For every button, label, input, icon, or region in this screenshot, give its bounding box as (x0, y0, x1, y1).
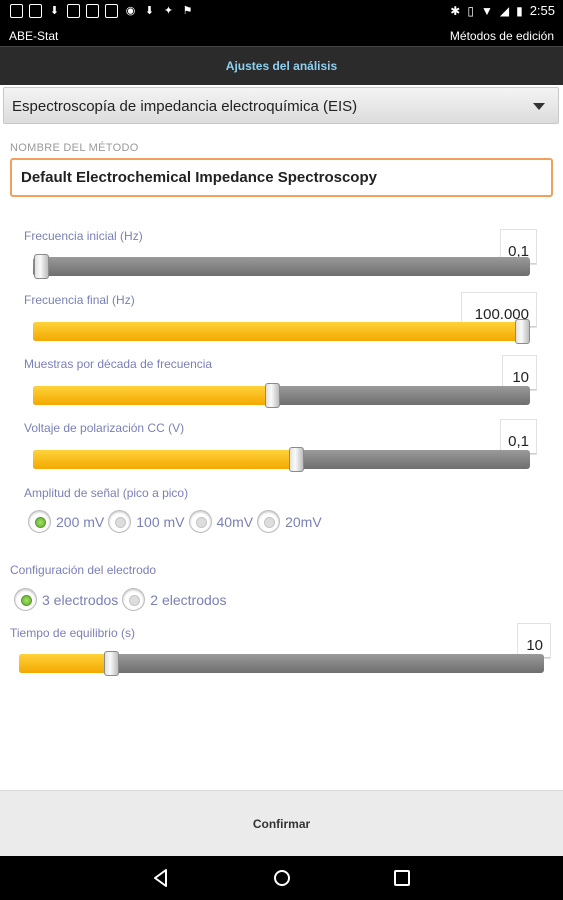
slider-thumb[interactable] (264, 383, 280, 408)
bluetooth-icon: ✱ (450, 3, 461, 18)
gallery-icon (67, 4, 80, 18)
equilibrium-time-label: Tiempo de equilibrio (s) (10, 626, 135, 640)
samples-per-decade-slider[interactable] (33, 383, 530, 408)
recents-icon[interactable] (390, 866, 414, 890)
footer: Confirmar (0, 790, 563, 856)
slider-fill (33, 450, 297, 469)
radio-unchecked-icon[interactable] (108, 510, 132, 533)
equilibrium-time-slider[interactable] (19, 651, 544, 676)
analysis-type-value: Espectroscopía de impedancia electroquím… (12, 98, 358, 115)
amplitude-option-20mv[interactable]: 20mV (257, 510, 322, 533)
equilibrium-time-value[interactable]: 10 (517, 623, 551, 659)
samples-per-decade-label: Muestras por década de frecuencia (24, 357, 213, 371)
samples-per-decade-value[interactable]: 10 (502, 355, 537, 391)
radio-unchecked-icon[interactable] (188, 510, 212, 533)
clock: 2:55 (529, 3, 555, 18)
dc-bias-slider[interactable] (33, 447, 530, 472)
slider-fill (33, 322, 522, 341)
dropdown-arrow-icon (533, 103, 545, 110)
navigation-bar (0, 856, 563, 900)
slider-thumb[interactable] (103, 651, 119, 676)
amplitude-option-200mv[interactable]: 200 mV (28, 510, 108, 533)
analysis-type-dropdown[interactable]: Espectroscopía de impedancia electroquím… (3, 87, 559, 124)
initial-frequency-slider[interactable] (33, 254, 530, 279)
signal-icon: ◢ (499, 3, 510, 18)
download-icon: ⬇ (144, 5, 155, 17)
back-icon[interactable] (149, 866, 173, 890)
status-bar: ⬇ ◉ ⬇ ✦ ⚑ ✱ ▯ ▼ ◢ ▮ 2:55 (0, 0, 563, 24)
radio-label: 200 mV (56, 513, 105, 530)
phone-icon (105, 4, 118, 18)
shield-icon: ◉ (125, 5, 136, 17)
location-icon: ✦ (163, 5, 174, 17)
confirm-button[interactable]: Confirmar (0, 791, 563, 857)
flag-icon: ⚑ (182, 5, 193, 17)
radio-unchecked-icon[interactable] (122, 588, 146, 611)
radio-label: 40mV (216, 513, 254, 530)
slider-thumb[interactable] (34, 254, 49, 279)
app-title: ABE-Stat (9, 29, 59, 43)
amplitude-option-40mv[interactable]: 40mV (188, 510, 258, 533)
radio-label: 2 electrodos (150, 591, 227, 608)
cloud-icon (29, 4, 42, 18)
edit-methods-menu[interactable]: Métodos de edición (449, 29, 554, 43)
download-icon: ⬇ (49, 5, 60, 17)
final-frequency-slider[interactable] (33, 319, 530, 344)
vibrate-icon: ▯ (467, 3, 474, 18)
app-bar: ABE-Stat Métodos de edición (0, 24, 563, 47)
amplitude-radio-group: 200 mV 100 mV 40mV 20mV (28, 510, 322, 533)
radio-label: 20mV (285, 513, 322, 530)
electrode-option-2[interactable]: 2 electrodos (122, 588, 227, 611)
electrode-option-3[interactable]: 3 electrodos (14, 588, 122, 611)
battery-icon: ▮ (516, 3, 523, 18)
slider-fill (19, 654, 111, 673)
amplitude-label: Amplitud de señal (pico a pico) (24, 486, 189, 500)
slider-fill (33, 386, 272, 405)
radio-unchecked-icon[interactable] (257, 510, 281, 533)
wifi-icon: ▼ (480, 3, 493, 18)
method-name-label: NOMBRE DEL MÉTODO (10, 142, 139, 154)
electrode-config-label: Configuración del electrodo (10, 563, 157, 577)
radio-checked-icon[interactable] (28, 510, 51, 533)
system-icons: ✱ ▯ ▼ ◢ ▮ 2:55 (450, 3, 555, 18)
method-name-input[interactable] (10, 158, 553, 197)
radio-label: 100 mV (136, 513, 185, 530)
section-title: Ajustes del análisis (0, 47, 563, 85)
slider-thumb[interactable] (289, 447, 305, 472)
electrode-radio-group: 3 electrodos 2 electrodos (14, 588, 227, 611)
final-frequency-label: Frecuencia final (Hz) (24, 293, 135, 307)
image-icon (10, 4, 23, 18)
dc-bias-label: Voltaje de polarización CC (V) (24, 421, 185, 435)
notification-icons: ⬇ ◉ ⬇ ✦ ⚑ (10, 4, 194, 18)
amplitude-option-100mv[interactable]: 100 mV (108, 510, 188, 533)
radio-checked-icon[interactable] (14, 588, 37, 611)
radio-label: 3 electrodos (42, 591, 119, 608)
initial-frequency-label: Frecuencia inicial (Hz) (24, 229, 143, 243)
mail-icon (86, 4, 99, 18)
home-icon[interactable] (270, 866, 294, 890)
slider-thumb[interactable] (515, 319, 530, 344)
